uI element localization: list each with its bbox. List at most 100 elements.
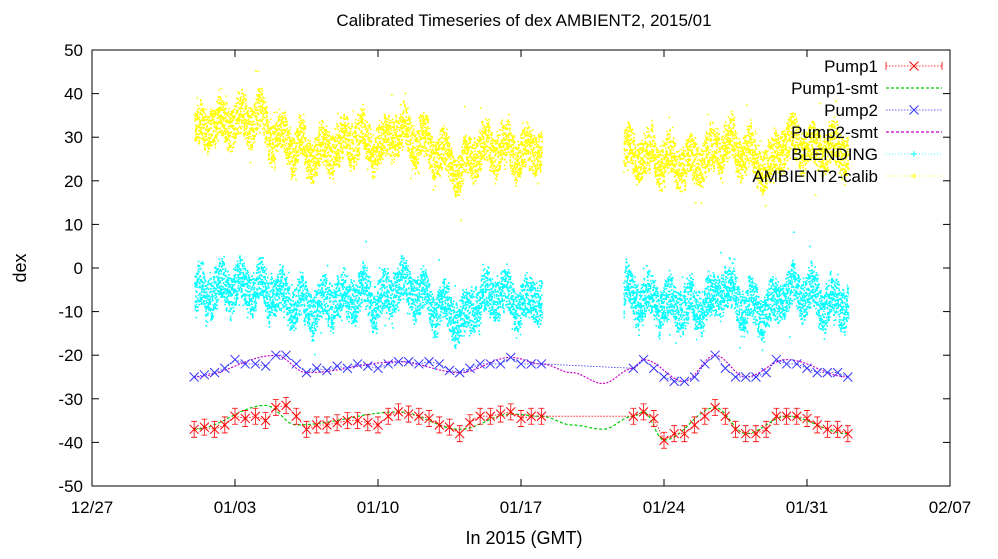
data-point bbox=[403, 356, 414, 367]
legend-label: BLENDING bbox=[791, 145, 878, 164]
chart-title: Calibrated Timeseries of dex AMBIENT2, 2… bbox=[336, 11, 711, 30]
legend-entry: BLENDING bbox=[791, 145, 942, 164]
y-tick-label: -40 bbox=[58, 433, 83, 452]
data-point bbox=[710, 350, 720, 361]
data-point bbox=[230, 354, 240, 365]
series-blending bbox=[194, 231, 850, 370]
plot-layer bbox=[189, 70, 853, 449]
data-point bbox=[638, 354, 649, 365]
data-point bbox=[781, 411, 792, 422]
data-point bbox=[240, 413, 251, 424]
data-point bbox=[424, 356, 434, 367]
series-ambient2-calib bbox=[194, 70, 850, 222]
data-point bbox=[812, 367, 823, 378]
data-point bbox=[516, 359, 526, 369]
legend-label: Pump1-smt bbox=[791, 79, 878, 98]
data-point bbox=[352, 359, 363, 369]
data-point bbox=[189, 424, 199, 435]
legend-label: Pump2-smt bbox=[791, 123, 878, 142]
legend-marker bbox=[909, 105, 919, 115]
data-point bbox=[189, 372, 199, 382]
data-point bbox=[219, 363, 230, 374]
data-point bbox=[822, 424, 833, 435]
data-point bbox=[454, 428, 465, 439]
y-axis-title: dex bbox=[10, 253, 30, 282]
data-point bbox=[342, 363, 353, 374]
series-noise bbox=[623, 100, 850, 207]
data-point bbox=[740, 372, 751, 382]
data-point bbox=[465, 363, 475, 374]
x-tick-label: 01/03 bbox=[214, 498, 257, 517]
data-point bbox=[659, 435, 669, 446]
data-point bbox=[659, 372, 669, 382]
data-point bbox=[383, 359, 394, 369]
data-point bbox=[669, 376, 680, 387]
data-point bbox=[802, 363, 812, 374]
y-tick-label: -50 bbox=[58, 477, 83, 496]
data-point bbox=[352, 415, 363, 426]
data-point bbox=[454, 367, 465, 378]
data-point bbox=[311, 363, 322, 374]
data-point bbox=[199, 422, 210, 432]
data-point bbox=[843, 428, 853, 439]
data-point bbox=[444, 365, 455, 376]
data-point bbox=[720, 411, 731, 422]
data-point bbox=[230, 411, 240, 422]
data-point bbox=[362, 417, 373, 428]
data-point bbox=[271, 350, 281, 361]
data-point bbox=[832, 367, 843, 378]
data-point bbox=[393, 356, 404, 367]
data-point bbox=[832, 424, 843, 435]
data-point bbox=[301, 367, 312, 378]
data-point bbox=[628, 363, 639, 374]
y-tick-label: -30 bbox=[58, 390, 83, 409]
legend-entry: Pump1-smt bbox=[791, 79, 942, 98]
x-tick-label: 12/27 bbox=[71, 498, 114, 517]
data-point bbox=[373, 420, 383, 430]
data-point bbox=[465, 417, 475, 428]
legend-entry: Pump1 bbox=[824, 57, 943, 76]
data-point bbox=[505, 352, 516, 363]
data-point bbox=[322, 365, 332, 376]
series-pump2-smt bbox=[194, 354, 848, 385]
data-point bbox=[291, 359, 302, 369]
data-point bbox=[444, 422, 455, 432]
data-point bbox=[526, 411, 537, 422]
data-point bbox=[281, 350, 291, 361]
legend-marker bbox=[909, 61, 919, 71]
y-tick-label: -20 bbox=[58, 346, 83, 365]
data-point bbox=[751, 372, 761, 382]
data-point bbox=[383, 411, 394, 422]
y-tick-label: 20 bbox=[64, 172, 83, 191]
data-point bbox=[740, 428, 751, 439]
data-point bbox=[250, 411, 261, 422]
legend-errorbar bbox=[885, 62, 943, 70]
legend: Pump1 Pump1-smt Pump2 Pump2-smt BLENDING AMBI… bbox=[752, 57, 943, 186]
legend-label: AMBIENT2-calib bbox=[752, 167, 878, 186]
data-point bbox=[219, 420, 230, 430]
legend-entry: Pump2 bbox=[824, 101, 942, 120]
data-point bbox=[730, 372, 741, 382]
data-point bbox=[332, 361, 342, 371]
data-point bbox=[771, 354, 782, 365]
x-tick-label: 01/17 bbox=[500, 498, 543, 517]
data-point bbox=[791, 359, 802, 369]
data-point bbox=[638, 407, 649, 417]
data-point bbox=[802, 413, 812, 424]
series-pump1 bbox=[189, 396, 853, 449]
data-point bbox=[761, 367, 771, 378]
x-tick-label: 02/07 bbox=[929, 498, 972, 517]
data-point bbox=[710, 402, 720, 413]
series-noise bbox=[194, 70, 543, 222]
data-point bbox=[332, 417, 342, 428]
data-point bbox=[485, 359, 496, 369]
data-point bbox=[311, 420, 322, 430]
data-point bbox=[414, 359, 424, 369]
series-noise bbox=[623, 231, 850, 352]
data-point bbox=[240, 359, 251, 369]
series-smooth-line bbox=[194, 354, 848, 385]
data-point bbox=[505, 407, 516, 417]
y-tick-label: 0 bbox=[74, 259, 83, 278]
data-point bbox=[761, 424, 771, 435]
